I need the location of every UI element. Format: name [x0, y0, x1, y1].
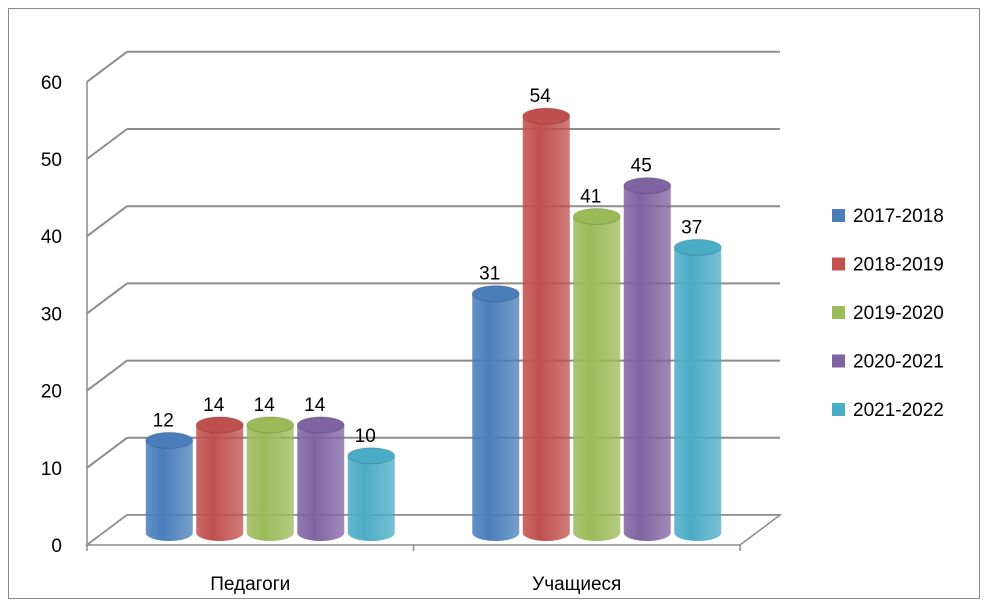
legend-label: 2020-2021 — [853, 352, 944, 373]
y-tick-label: 20 — [41, 382, 62, 403]
bar-top — [623, 177, 672, 195]
data-label: 54 — [530, 86, 552, 107]
data-label: 14 — [254, 395, 276, 416]
bar-top — [572, 207, 621, 225]
gridline-side-10 — [86, 436, 128, 469]
data-label: 31 — [479, 264, 500, 285]
y-tick-label: 40 — [41, 227, 62, 248]
bar-top — [522, 107, 571, 125]
data-labels: 12 14 14 14 10 31 54 41 45 37 — [153, 86, 703, 447]
bar — [573, 216, 621, 542]
bar-top — [145, 431, 194, 449]
bar-top — [296, 416, 345, 434]
legend-swatch — [832, 209, 845, 222]
bar — [347, 455, 395, 541]
legend-swatch — [832, 306, 845, 319]
x-tick-label: Педагоги — [210, 574, 290, 595]
bar-top — [246, 416, 295, 434]
bar — [145, 440, 193, 541]
bar — [472, 293, 520, 541]
legend-swatch — [832, 354, 845, 368]
bar — [246, 424, 294, 541]
legend-swatch — [832, 403, 845, 416]
bar — [623, 185, 671, 541]
data-label: 14 — [203, 395, 225, 416]
bars — [145, 107, 722, 542]
y-tick-label: 50 — [41, 150, 62, 171]
bar-top — [471, 285, 520, 303]
legend: 2017-2018 2018-2019 2019-2020 2020-2021 2021… — [832, 206, 944, 421]
gridline-side-30 — [86, 282, 128, 315]
bar — [297, 424, 345, 541]
x-tick-label: Учащиеся — [532, 574, 621, 595]
y-tick-label: 10 — [41, 459, 62, 480]
y-tick-label: 0 — [51, 536, 62, 557]
y-tick-label: 60 — [41, 73, 62, 94]
legend-label: 2019-2020 — [853, 303, 944, 324]
data-label: 14 — [304, 395, 326, 416]
data-label: 37 — [681, 217, 702, 238]
y-axis-ticks: 0 10 20 30 40 50 60 — [41, 73, 62, 557]
legend-label: 2017-2018 — [853, 206, 944, 227]
bar-top — [195, 416, 244, 434]
bar-top — [347, 447, 396, 465]
data-label: 10 — [355, 426, 376, 447]
bar — [522, 116, 570, 542]
bar — [196, 424, 244, 541]
legend-label: 2021-2022 — [853, 400, 944, 421]
gridline-side-50 — [86, 128, 128, 160]
gridline-side-40 — [86, 205, 128, 237]
data-label: 41 — [580, 186, 601, 207]
bar-top — [673, 238, 722, 256]
legend-label: 2018-2019 — [853, 255, 944, 276]
bar — [674, 247, 722, 542]
gridline-side-20 — [86, 359, 128, 392]
data-label: 45 — [631, 156, 652, 177]
data-label: 12 — [153, 410, 174, 431]
x-axis-ticks: Педагоги Учащиеся — [210, 574, 621, 595]
y-tick-label: 30 — [41, 304, 62, 325]
gridline-side-60 — [86, 50, 128, 83]
legend-swatch — [832, 257, 845, 271]
